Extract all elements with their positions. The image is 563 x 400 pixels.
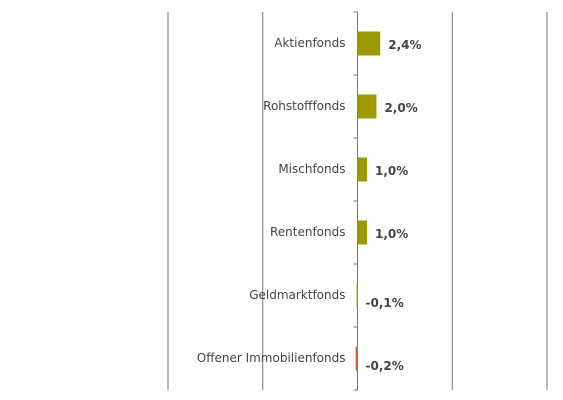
value-label: 1,0% <box>375 164 408 178</box>
bar <box>357 31 381 56</box>
value-label: 1,0% <box>375 227 408 241</box>
category-label: Offener Immobilienfonds <box>197 351 346 365</box>
value-label: -0,1% <box>366 296 404 310</box>
category-label: Rentenfonds <box>270 225 346 239</box>
category-label: Geldmarktfonds <box>249 288 345 302</box>
bar <box>357 157 367 182</box>
category-label: Mischfonds <box>278 162 345 176</box>
bar <box>356 283 358 308</box>
category-label: Aktienfonds <box>274 36 345 50</box>
bar <box>357 94 377 119</box>
value-label: -0,2% <box>366 359 404 373</box>
value-label: 2,0% <box>384 101 417 115</box>
bar <box>357 220 367 245</box>
bar <box>355 346 358 371</box>
category-label: Rohstofffonds <box>263 99 345 113</box>
value-label: 2,4% <box>388 38 421 52</box>
